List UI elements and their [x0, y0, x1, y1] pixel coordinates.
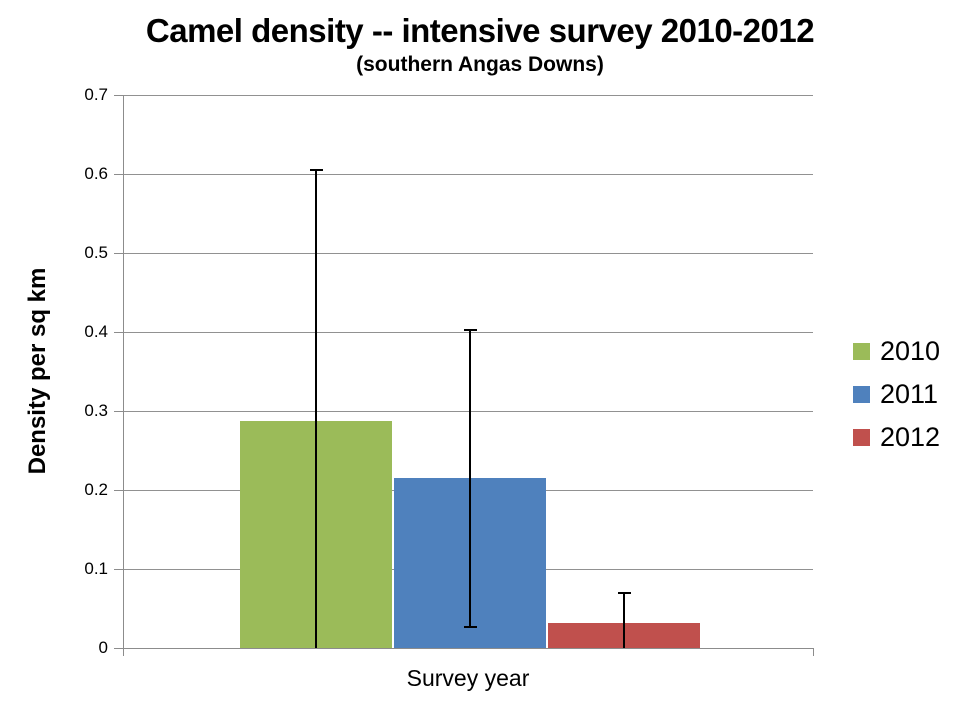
y-tick-label: 0.2	[84, 480, 108, 499]
legend-swatch-2010	[853, 342, 870, 360]
y-tick-label: 0.7	[84, 85, 108, 104]
error-bar-line-2011	[469, 329, 471, 627]
error-bar-top-cap-2012	[617, 591, 631, 594]
gridline	[123, 174, 813, 175]
y-axis-tick	[114, 569, 123, 570]
gridline	[123, 253, 813, 254]
y-axis-tick	[114, 95, 123, 96]
y-axis-tick	[114, 253, 123, 254]
error-bar-bottom-cap-2011	[463, 625, 477, 628]
y-axis-tick	[114, 411, 123, 412]
chart-title: Camel density -- intensive survey 2010-2…	[145, 12, 815, 49]
y-axis-tick	[114, 174, 123, 175]
legend-item-2011: 2011	[853, 377, 938, 411]
y-tick-label: 0.5	[84, 243, 108, 262]
x-axis-end-tick	[813, 648, 814, 656]
legend-label-2010: 2010	[880, 335, 941, 366]
chart-subtitle: (southern Angas Downs)	[356, 53, 604, 76]
x-axis-line	[123, 648, 814, 649]
error-bar-top-cap-2010	[309, 169, 323, 172]
legend-label-2011: 2011	[880, 378, 939, 409]
error-bar-line-2010	[315, 170, 317, 648]
y-tick-label: 0.6	[84, 164, 108, 183]
y-axis-tick	[114, 332, 123, 333]
legend-label-2012: 2012	[880, 421, 941, 452]
legend-item-2012: 2012	[853, 420, 940, 454]
y-tick-label: 0	[98, 638, 108, 657]
legend-swatch-2011	[853, 385, 870, 403]
legend-swatch-2012	[853, 428, 870, 446]
y-axis-tick	[114, 648, 123, 649]
y-axis-line	[123, 95, 124, 656]
error-bar-line-2012	[623, 592, 625, 648]
x-axis-title: Survey year	[406, 665, 530, 691]
error-bar-top-cap-2011	[463, 328, 477, 331]
gridline	[123, 95, 813, 96]
gridline	[123, 332, 813, 333]
y-tick-label: 0.4	[84, 322, 108, 341]
y-axis-title: Density per sq km	[24, 267, 51, 475]
y-axis-tick	[114, 490, 123, 491]
gridline	[123, 411, 813, 412]
y-tick-label: 0.3	[84, 401, 108, 420]
y-tick-label: 0.1	[84, 559, 108, 578]
legend-item-2010: 2010	[853, 334, 940, 368]
